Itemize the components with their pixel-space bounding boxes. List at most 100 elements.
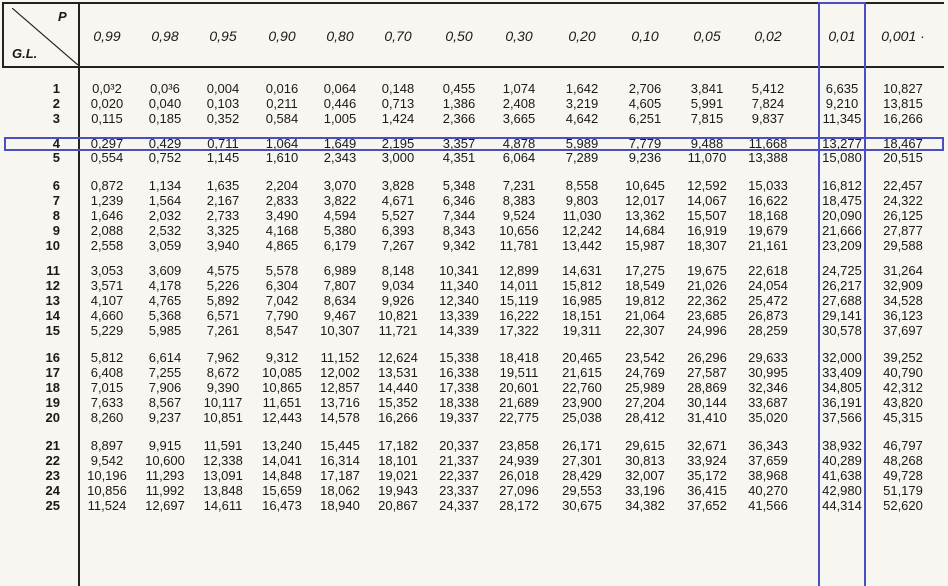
table-cell: 10,341 xyxy=(439,263,479,278)
table-cell: 5,226 xyxy=(206,278,240,293)
table-cell: 9,236 xyxy=(628,150,662,165)
table-cell: 11,293 xyxy=(145,468,185,483)
table-row: 19 7,633 8,567 10,117 11,651 13,716 15,352 18,3… xyxy=(0,395,948,411)
table-cell: 24,054 xyxy=(748,278,788,293)
table-cell: 11,651 xyxy=(262,395,302,410)
table-cell: 21,689 xyxy=(499,395,539,410)
table-cell: 1,646 xyxy=(90,208,124,223)
degrees-of-freedom: 6 xyxy=(52,178,60,193)
table-cell: 41,638 xyxy=(822,468,862,483)
table-cell: 15,812 xyxy=(562,278,602,293)
table-cell: 4,351 xyxy=(442,150,476,165)
table-cell: 0,211 xyxy=(266,96,298,111)
table-row: 13 4,107 4,765 5,892 7,042 8,634 9,926 12,340 15… xyxy=(0,293,948,309)
table-cell: 26,018 xyxy=(499,468,539,483)
table-cell: 18,549 xyxy=(625,278,665,293)
table-cell: 42,312 xyxy=(883,380,923,395)
table-cell: 3,059 xyxy=(148,238,182,253)
table-row: 17 6,408 7,255 8,672 10,085 12,002 13,531 16,33… xyxy=(0,365,948,381)
table-cell: 11,345 xyxy=(822,111,862,126)
table-cell: 22,307 xyxy=(625,323,665,338)
column-header-7: 0,30 xyxy=(505,28,533,44)
table-cell: 17,338 xyxy=(439,380,479,395)
table-cell: 6,393 xyxy=(381,223,415,238)
table-cell: 9,467 xyxy=(323,308,357,323)
table-cell: 16,266 xyxy=(378,410,418,425)
table-cell: 26,296 xyxy=(687,350,727,365)
table-cell: 16,314 xyxy=(320,453,360,468)
table-cell: 27,688 xyxy=(822,293,862,308)
table-cell: 11,524 xyxy=(87,498,127,513)
table-row: 20 8,260 9,237 10,851 12,443 14,578 16,266 19,3… xyxy=(0,410,948,426)
table-cell: 15,033 xyxy=(748,178,788,193)
table-cell: 40,790 xyxy=(883,365,923,380)
table-cell: 13,815 xyxy=(883,96,923,111)
table-cell: 3,357 xyxy=(442,136,476,151)
table-cell: 29,141 xyxy=(822,308,862,323)
table-cell: 2,088 xyxy=(90,223,124,238)
table-cell: 26,125 xyxy=(883,208,923,223)
degrees-of-freedom: 18 xyxy=(45,380,60,395)
table-cell: 16,985 xyxy=(562,293,602,308)
table-cell: 13,848 xyxy=(203,483,243,498)
table-cell: 29,633 xyxy=(748,350,788,365)
table-cell: 6,635 xyxy=(825,81,859,96)
table-cell: 3,571 xyxy=(90,278,124,293)
table-cell: 38,968 xyxy=(748,468,788,483)
table-cell: 15,987 xyxy=(625,238,665,253)
table-row: 24 10,856 11,992 13,848 15,659 18,062 19,943 23… xyxy=(0,483,948,499)
table-cell: 15,352 xyxy=(378,395,418,410)
table-cell: 11,030 xyxy=(562,208,602,223)
table-cell: 28,429 xyxy=(562,468,602,483)
table-cell: 16,338 xyxy=(439,365,479,380)
table-cell: 10,117 xyxy=(203,395,243,410)
column-header-11: 0,02 xyxy=(754,28,782,44)
table-cell: 6,408 xyxy=(90,365,124,380)
table-cell: 21,615 xyxy=(562,365,602,380)
table-cell: 12,443 xyxy=(262,410,302,425)
header-bottom-border xyxy=(2,66,944,68)
table-row: 4 0,297 0,429 0,711 1,064 1,649 2,195 3,357 4,87… xyxy=(0,136,948,152)
table-cell: 0,446 xyxy=(323,96,357,111)
table-cell: 2,366 xyxy=(442,111,476,126)
table-cell: 2,343 xyxy=(323,150,357,165)
table-cell: 5,527 xyxy=(381,208,415,223)
table-cell: 9,524 xyxy=(502,208,536,223)
table-cell: 32,000 xyxy=(822,350,862,365)
table-cell: 36,191 xyxy=(822,395,862,410)
table-cell: 6,614 xyxy=(148,350,182,365)
header-diagonal xyxy=(12,8,78,65)
table-cell: 14,578 xyxy=(320,410,360,425)
table-cell: 34,805 xyxy=(822,380,862,395)
table-cell: 30,995 xyxy=(748,365,788,380)
column-header-4: 0,80 xyxy=(326,28,354,44)
table-cell: 15,445 xyxy=(320,438,360,453)
table-cell: 14,041 xyxy=(262,453,302,468)
table-row: 9 2,088 2,532 3,325 4,168 5,380 6,393 8,343 10,6… xyxy=(0,223,948,239)
table-cell: 19,021 xyxy=(378,468,418,483)
table-cell: 8,897 xyxy=(90,438,124,453)
table-cell: 7,261 xyxy=(206,323,240,338)
table-cell: 3,828 xyxy=(381,178,415,193)
table-cell: 9,926 xyxy=(381,293,415,308)
table-cell: 7,042 xyxy=(265,293,299,308)
table-cell: 32,007 xyxy=(625,468,665,483)
table-cell: 9,312 xyxy=(265,350,299,365)
degrees-of-freedom: 19 xyxy=(45,395,60,410)
table-cell: 10,865 xyxy=(262,380,302,395)
table-cell: 0,752 xyxy=(148,150,182,165)
table-cell: 42,980 xyxy=(822,483,862,498)
table-cell: 28,172 xyxy=(499,498,539,513)
table-row: 23 10,196 11,293 13,091 14,848 17,187 19,021 22… xyxy=(0,468,948,484)
table-cell: 27,877 xyxy=(883,223,923,238)
table-cell: 18,467 xyxy=(883,136,923,151)
table-cell: 1,610 xyxy=(265,150,299,165)
table-cell: 13,339 xyxy=(439,308,479,323)
highlight-column-001 xyxy=(818,2,866,586)
table-cell: 23,685 xyxy=(687,308,727,323)
table-cell: 0,584 xyxy=(265,111,299,126)
table-cell: 21,161 xyxy=(748,238,788,253)
table-cell: 5,991 xyxy=(690,96,724,111)
table-cell: 33,687 xyxy=(748,395,788,410)
table-cell: 13,531 xyxy=(378,365,418,380)
